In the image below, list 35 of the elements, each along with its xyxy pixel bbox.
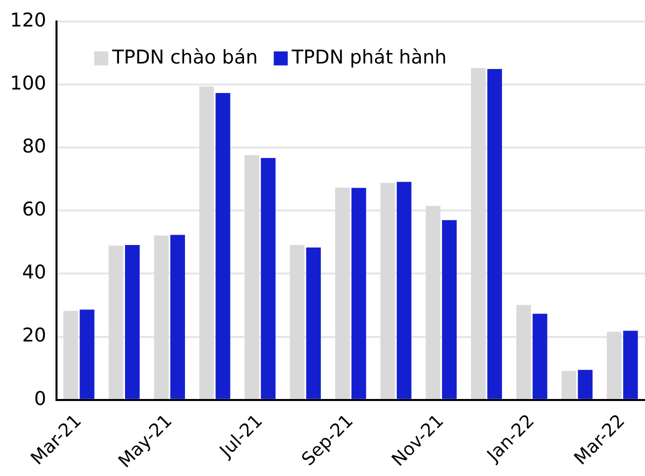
bar	[442, 220, 457, 399]
bar	[306, 248, 321, 399]
y-tick-label: 0	[34, 388, 46, 410]
bar	[199, 86, 214, 399]
bar	[396, 182, 412, 399]
bar	[108, 246, 124, 399]
y-tick-label: 40	[22, 262, 46, 284]
bar	[260, 158, 276, 399]
bar	[244, 155, 260, 399]
legend-label: TPDN phát hành	[290, 46, 447, 68]
bar	[63, 310, 78, 399]
bar	[623, 330, 638, 399]
bar	[170, 234, 185, 399]
bar	[426, 206, 440, 399]
bar	[516, 304, 531, 399]
bar	[335, 188, 350, 399]
bar	[216, 92, 230, 399]
bar	[290, 245, 305, 399]
bar	[606, 332, 622, 399]
y-tick-label: 80	[22, 135, 46, 158]
bar	[351, 188, 366, 399]
bar	[471, 68, 486, 399]
y-tick-label: 120	[10, 9, 46, 32]
legend-label: TPDN chào bán	[111, 46, 258, 68]
y-tick-label: 20	[22, 324, 46, 347]
bar	[578, 370, 593, 399]
bar	[80, 310, 94, 399]
bar	[562, 370, 576, 399]
bar	[487, 69, 502, 399]
y-tick-label: 100	[10, 72, 46, 94]
bar	[380, 182, 396, 399]
bar	[532, 314, 548, 399]
y-tick-label: 60	[22, 198, 46, 221]
bar	[154, 236, 169, 399]
bar	[125, 245, 140, 399]
